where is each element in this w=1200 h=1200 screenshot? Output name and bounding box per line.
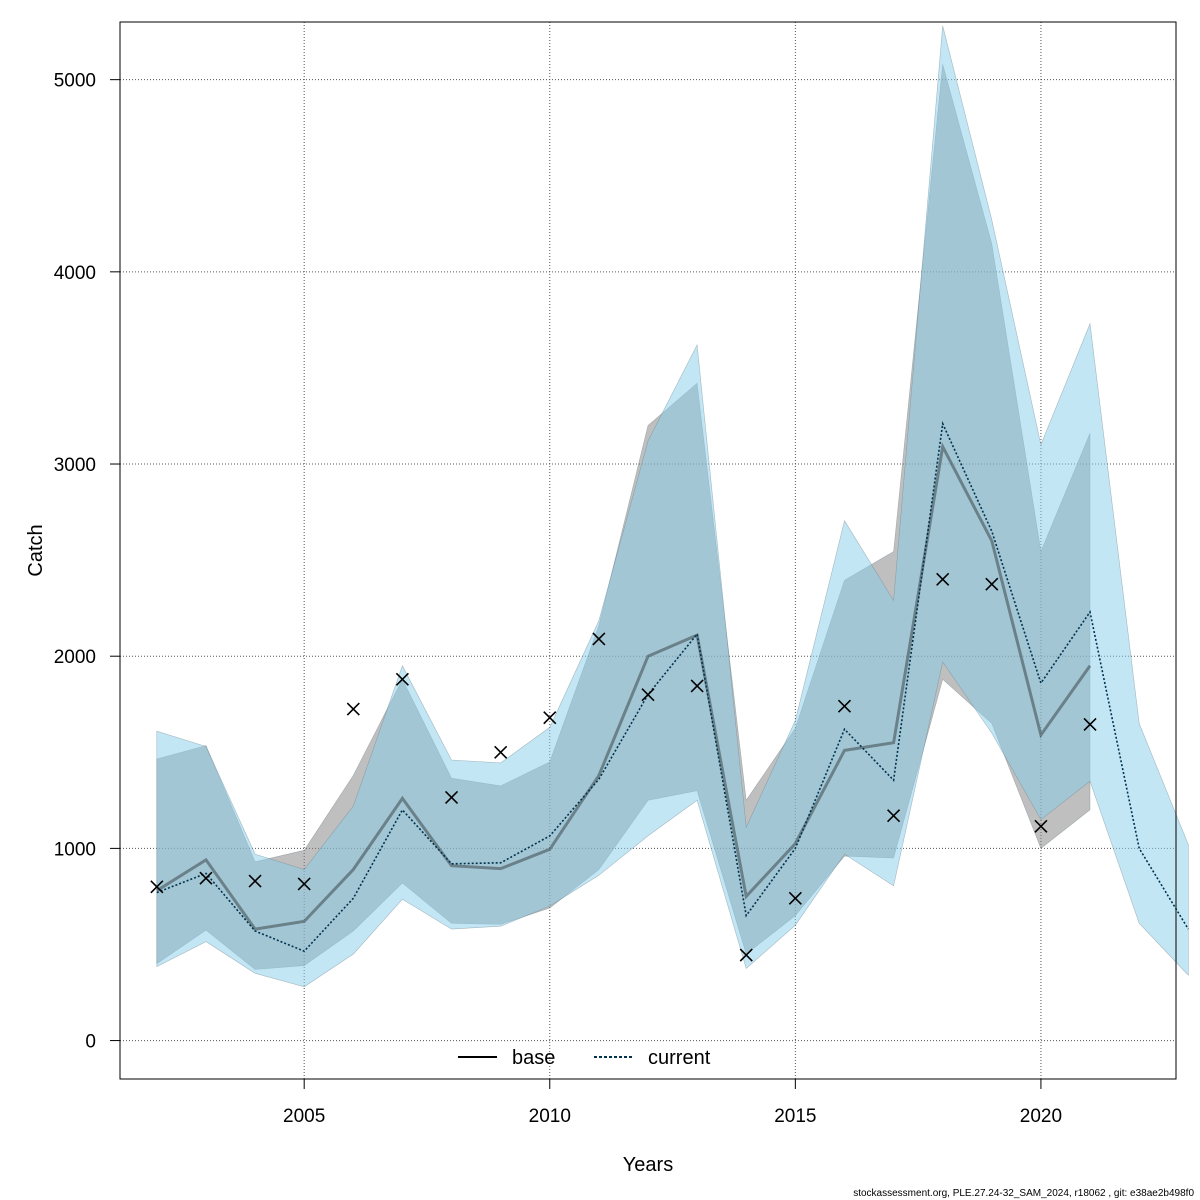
observation-point	[444, 790, 459, 805]
observation-point	[494, 745, 508, 759]
observation-point	[936, 572, 950, 586]
observation-point	[1034, 819, 1048, 833]
observation-markers	[150, 572, 1097, 962]
confidence-bands	[156, 25, 1189, 988]
observation-stroke	[248, 874, 262, 888]
y-tick-label: 3000	[54, 455, 96, 476]
x-tick-label: 2005	[283, 1106, 325, 1127]
observation-stroke	[494, 745, 508, 759]
observation-point	[739, 948, 753, 962]
x-axis: 2005 2010 2015 2020	[283, 1079, 1062, 1127]
y-tick-label: 0	[85, 1032, 96, 1053]
observation-stroke	[346, 702, 360, 716]
observation-stroke	[543, 711, 557, 725]
y-tick-label: 1000	[54, 839, 96, 860]
legend-label-current: current	[648, 1047, 711, 1069]
x-tick-label: 2015	[774, 1106, 816, 1127]
y-tick-label: 4000	[54, 263, 96, 284]
observation-stroke	[1083, 717, 1097, 731]
observation-point	[1083, 717, 1097, 731]
observation-point	[985, 577, 999, 591]
observation-point	[887, 809, 901, 823]
observation-point	[395, 672, 409, 686]
observation-stroke	[985, 577, 999, 591]
footer-credit: stockassessment.org, PLE.27.24-32_SAM_20…	[853, 1188, 1194, 1199]
observation-point	[199, 871, 213, 885]
observation-point	[297, 877, 311, 891]
observation-point	[837, 699, 852, 713]
legend: base current	[458, 1047, 711, 1069]
observation-stroke	[837, 699, 852, 713]
observation-stroke	[788, 891, 802, 905]
x-tick-label: 2010	[529, 1106, 571, 1127]
plot-frame	[119, 21, 1177, 1080]
observation-stroke	[297, 877, 311, 891]
observation-stroke	[150, 880, 164, 894]
observation-point	[248, 874, 262, 888]
series-line-current	[156, 420, 1189, 953]
observation-stroke	[641, 688, 655, 702]
observation-stroke	[739, 948, 753, 962]
observation-point	[641, 688, 655, 702]
y-axis-title: Catch	[25, 524, 47, 576]
y-axis: 0 1000 2000 3000 4000 5000	[54, 71, 120, 1053]
observation-point	[592, 632, 606, 646]
observation-point	[690, 679, 704, 693]
x-tick-label: 2020	[1020, 1106, 1062, 1127]
series-lines	[156, 420, 1189, 953]
confidence-band-current	[156, 25, 1189, 988]
observation-stroke	[444, 790, 459, 805]
observation-stroke	[395, 672, 409, 686]
x-axis-title: Years	[623, 1154, 673, 1176]
observation-point	[788, 891, 802, 905]
observation-stroke	[936, 572, 950, 586]
observation-stroke	[592, 632, 606, 646]
observation-stroke	[199, 871, 213, 885]
observation-stroke	[887, 809, 901, 823]
observation-point	[543, 711, 557, 725]
y-tick-label: 5000	[54, 71, 96, 92]
observation-point	[150, 880, 164, 894]
observation-stroke	[1034, 819, 1048, 833]
observation-stroke	[690, 679, 704, 693]
observation-point	[346, 702, 360, 716]
y-tick-label: 2000	[54, 647, 96, 668]
series-line-base	[156, 442, 1092, 931]
legend-label-base: base	[512, 1047, 555, 1069]
